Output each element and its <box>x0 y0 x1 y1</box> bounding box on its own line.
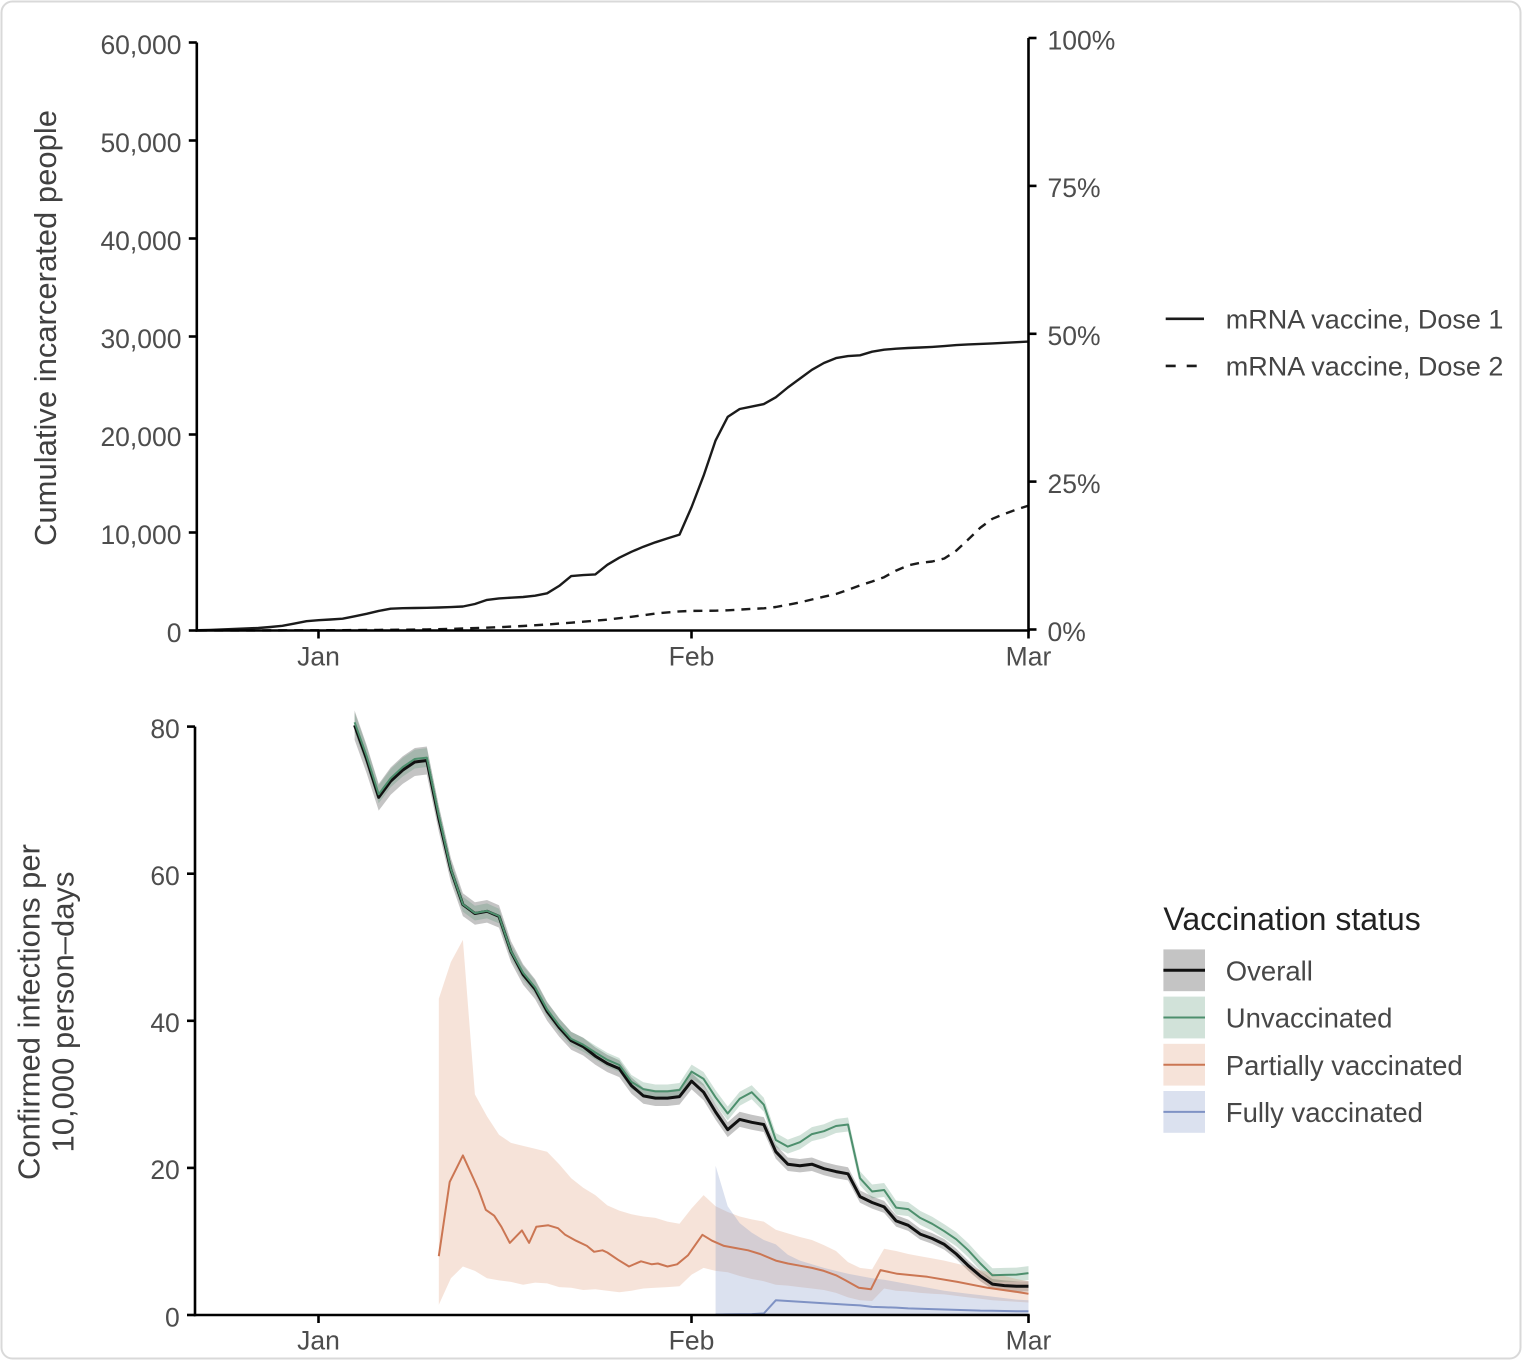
svg-text:0: 0 <box>167 618 182 648</box>
svg-text:40: 40 <box>150 1008 179 1038</box>
svg-text:Vaccination status: Vaccination status <box>1163 901 1420 937</box>
svg-text:Fully vaccinated: Fully vaccinated <box>1226 1097 1423 1128</box>
svg-text:Jan: Jan <box>297 1326 340 1356</box>
svg-text:0: 0 <box>165 1302 180 1332</box>
svg-text:40,000: 40,000 <box>100 226 181 256</box>
svg-text:Feb: Feb <box>669 1326 715 1356</box>
svg-text:mRNA vaccine, Dose 1: mRNA vaccine, Dose 1 <box>1226 305 1504 335</box>
svg-text:100%: 100% <box>1048 25 1116 55</box>
svg-text:Feb: Feb <box>669 642 715 672</box>
svg-text:Unvaccinated: Unvaccinated <box>1226 1003 1393 1034</box>
svg-text:25%: 25% <box>1048 469 1101 499</box>
svg-text:20,000: 20,000 <box>100 422 181 452</box>
svg-text:60: 60 <box>150 861 179 891</box>
svg-text:80: 80 <box>150 714 179 744</box>
svg-text:Mar: Mar <box>1006 642 1052 672</box>
svg-text:Cumulative incarcerated people: Cumulative incarcerated people <box>28 110 63 546</box>
svg-text:Confirmed infections per: Confirmed infections per <box>12 844 47 1180</box>
svg-text:Mar: Mar <box>1006 1326 1052 1356</box>
svg-text:Jan: Jan <box>297 642 340 672</box>
svg-text:20: 20 <box>150 1155 179 1185</box>
svg-text:60,000: 60,000 <box>100 30 181 60</box>
svg-text:Partially vaccinated: Partially vaccinated <box>1226 1050 1463 1081</box>
svg-text:10,000: 10,000 <box>100 520 181 550</box>
svg-text:10,000 person–days: 10,000 person–days <box>46 872 81 1153</box>
svg-text:50%: 50% <box>1048 321 1101 351</box>
svg-text:mRNA vaccine, Dose 2: mRNA vaccine, Dose 2 <box>1226 352 1504 382</box>
svg-text:75%: 75% <box>1048 173 1101 203</box>
svg-text:Overall: Overall <box>1226 956 1313 987</box>
svg-text:50,000: 50,000 <box>100 128 181 158</box>
svg-text:0%: 0% <box>1048 617 1086 647</box>
svg-text:30,000: 30,000 <box>100 324 181 354</box>
